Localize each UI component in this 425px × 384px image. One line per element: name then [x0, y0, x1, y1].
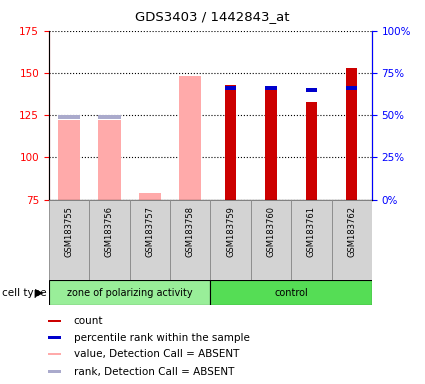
Text: GSM183757: GSM183757	[145, 206, 154, 257]
Text: cell type: cell type	[2, 288, 47, 298]
Bar	[306, 102, 317, 200]
Bar	[210, 280, 372, 305]
Bar	[49, 200, 89, 280]
Text: value, Detection Call = ABSENT: value, Detection Call = ABSENT	[74, 349, 239, 359]
Text: GSM183759: GSM183759	[226, 206, 235, 257]
Bar	[225, 85, 236, 200]
Bar	[251, 200, 291, 280]
Text: GSM183762: GSM183762	[347, 206, 356, 257]
Bar	[49, 280, 210, 305]
Bar	[210, 200, 251, 280]
Bar	[225, 86, 236, 90]
Bar	[346, 68, 357, 200]
Text: GSM183761: GSM183761	[307, 206, 316, 257]
Bar	[48, 336, 61, 339]
Bar	[170, 200, 210, 280]
Bar	[346, 86, 357, 90]
Bar	[58, 115, 80, 119]
Bar	[58, 120, 80, 200]
Bar	[130, 200, 170, 280]
Bar	[98, 120, 121, 200]
Text: GSM183758: GSM183758	[186, 206, 195, 257]
Bar	[48, 353, 61, 355]
Bar	[291, 200, 332, 280]
Bar	[306, 88, 317, 91]
Bar	[332, 200, 372, 280]
Bar	[48, 320, 61, 323]
Bar	[265, 88, 277, 200]
Bar	[139, 193, 161, 200]
Bar	[48, 371, 61, 373]
Bar	[98, 115, 121, 119]
Bar	[89, 200, 130, 280]
Text: control: control	[274, 288, 308, 298]
Text: ▶: ▶	[35, 288, 44, 298]
Text: count: count	[74, 316, 103, 326]
Text: GDS3403 / 1442843_at: GDS3403 / 1442843_at	[135, 10, 290, 23]
Text: zone of polarizing activity: zone of polarizing activity	[67, 288, 193, 298]
Text: GSM183760: GSM183760	[266, 206, 275, 257]
Text: GSM183756: GSM183756	[105, 206, 114, 257]
Text: rank, Detection Call = ABSENT: rank, Detection Call = ABSENT	[74, 367, 234, 377]
Bar	[179, 76, 201, 200]
Text: percentile rank within the sample: percentile rank within the sample	[74, 333, 249, 343]
Text: GSM183755: GSM183755	[65, 206, 74, 257]
Bar	[265, 86, 277, 90]
